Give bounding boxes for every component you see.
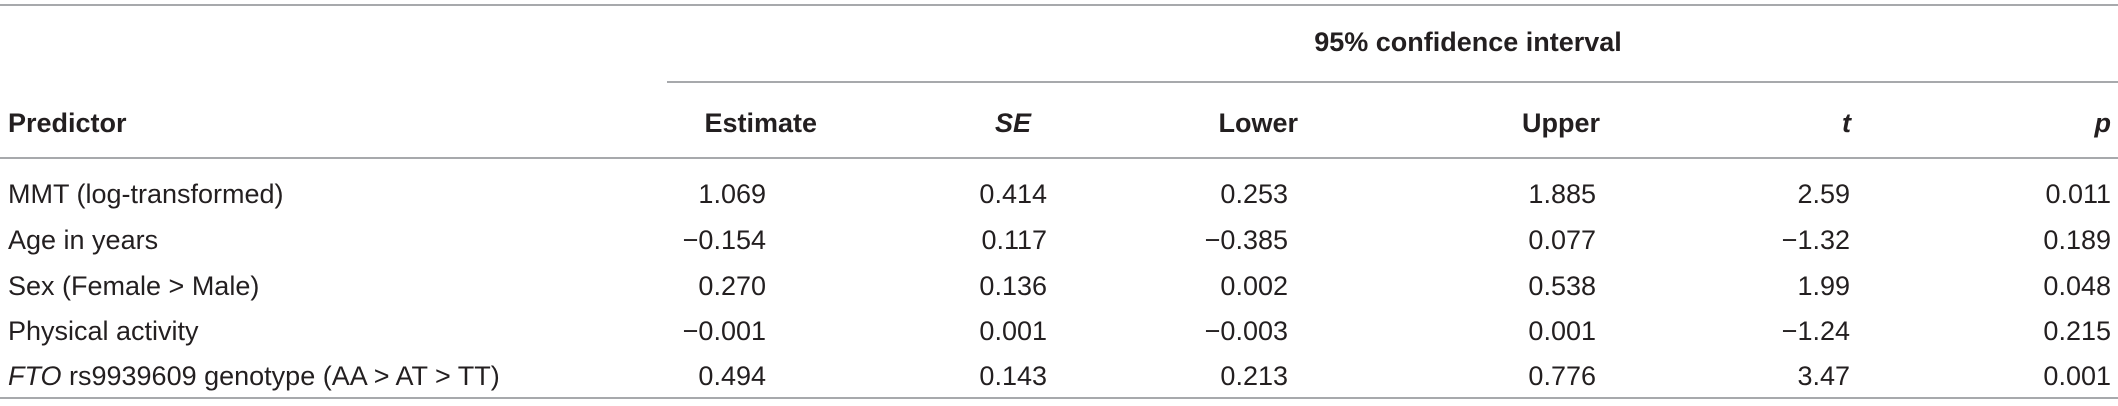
row-lower: 0.002 xyxy=(1220,271,1288,301)
row-estimate: 0.270 xyxy=(698,271,766,301)
row-se: 0.143 xyxy=(979,361,1047,391)
row-upper: 0.001 xyxy=(1528,316,1596,346)
column-header-t: t xyxy=(1842,108,1851,138)
row-lower: 0.213 xyxy=(1220,361,1288,391)
row-p: 0.048 xyxy=(2043,271,2111,301)
confidence-interval-rule xyxy=(667,81,2118,83)
table-row: Physical activity −0.001 0.001 −0.003 0.… xyxy=(0,315,2118,361)
row-predictor: Physical activity xyxy=(8,316,199,346)
column-header-p: p xyxy=(2094,108,2112,138)
row-lower: −0.003 xyxy=(1204,316,1288,346)
row-estimate: −0.154 xyxy=(682,225,766,255)
row-estimate: 0.494 xyxy=(698,361,766,391)
row-predictor-text: rs9939609 genotype (AA > AT > TT) xyxy=(61,361,500,391)
table-bottom-rule xyxy=(0,397,2118,399)
row-upper: 0.077 xyxy=(1528,225,1596,255)
row-t: −1.24 xyxy=(1781,316,1850,346)
header-bottom-rule xyxy=(0,157,2118,159)
row-upper: 0.538 xyxy=(1528,271,1596,301)
column-header-lower: Lower xyxy=(1218,108,1298,138)
row-p: 0.215 xyxy=(2043,316,2111,346)
row-t: 1.99 xyxy=(1797,271,1850,301)
row-se: 0.117 xyxy=(981,225,1047,255)
confidence-interval-group-header: 95% confidence interval xyxy=(1314,27,1622,57)
column-header-se: SE xyxy=(994,108,1031,138)
column-header-estimate: Estimate xyxy=(704,108,817,138)
row-t: 2.59 xyxy=(1797,179,1850,209)
row-lower: 0.253 xyxy=(1220,179,1288,209)
table-row: MMT (log-transformed) 1.069 0.414 0.253 … xyxy=(0,178,2118,224)
row-se: 0.414 xyxy=(979,179,1047,209)
row-se: 0.001 xyxy=(979,316,1047,346)
row-t: 3.47 xyxy=(1797,361,1850,391)
column-header-upper: Upper xyxy=(1521,108,1600,138)
row-estimate: 1.069 xyxy=(698,179,766,209)
row-se: 0.136 xyxy=(979,271,1047,301)
row-lower: −0.385 xyxy=(1204,225,1288,255)
row-predictor: FTO rs9939609 genotype (AA > AT > TT) xyxy=(8,360,500,392)
row-upper: 0.776 xyxy=(1528,361,1596,391)
row-t: −1.32 xyxy=(1781,225,1850,255)
gene-name-italic: FTO xyxy=(8,361,62,391)
row-predictor: Sex (Female > Male) xyxy=(8,271,260,301)
table-row: FTO rs9939609 genotype (AA > AT > TT) 0.… xyxy=(0,360,2118,406)
table-row: Sex (Female > Male) 0.270 0.136 0.002 0.… xyxy=(0,270,2118,316)
row-p: 0.189 xyxy=(2043,225,2111,255)
column-header-predictor: Predictor xyxy=(8,108,127,138)
table-row: Age in years −0.154 0.117 −0.385 0.077 −… xyxy=(0,224,2118,270)
row-p: 0.001 xyxy=(2043,361,2111,391)
row-predictor: MMT (log-transformed) xyxy=(8,179,284,209)
row-p: 0.011 xyxy=(2045,179,2111,209)
row-estimate: −0.001 xyxy=(682,316,766,346)
row-predictor: Age in years xyxy=(8,225,159,255)
table-top-rule xyxy=(0,4,2118,6)
row-upper: 1.885 xyxy=(1528,179,1596,209)
